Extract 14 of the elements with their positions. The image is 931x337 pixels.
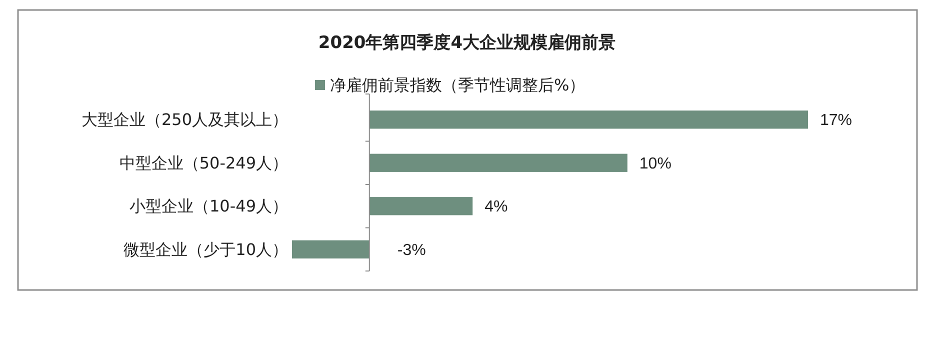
bar — [369, 110, 808, 129]
bar — [292, 240, 370, 258]
data-label: 17% — [820, 112, 852, 130]
data-label: 10% — [639, 155, 672, 172]
y-tick-label: 大型企业（250人及其以上） — [81, 110, 288, 130]
chart-title: 2020年第四季度4大企业规模雇佣前景 — [318, 33, 616, 53]
bar — [369, 197, 473, 216]
legend-label: 净雇佣前景指数（季节性调整后%） — [330, 76, 586, 95]
data-label: 4% — [484, 198, 508, 216]
y-tick-label: 中型企业（50-249人） — [119, 153, 288, 172]
y-tick-label: 小型企业（10-49人） — [130, 196, 288, 216]
data-label: -3% — [397, 242, 426, 259]
bar — [369, 154, 628, 172]
y-tick-label: 微型企业（少于10人） — [124, 240, 288, 259]
